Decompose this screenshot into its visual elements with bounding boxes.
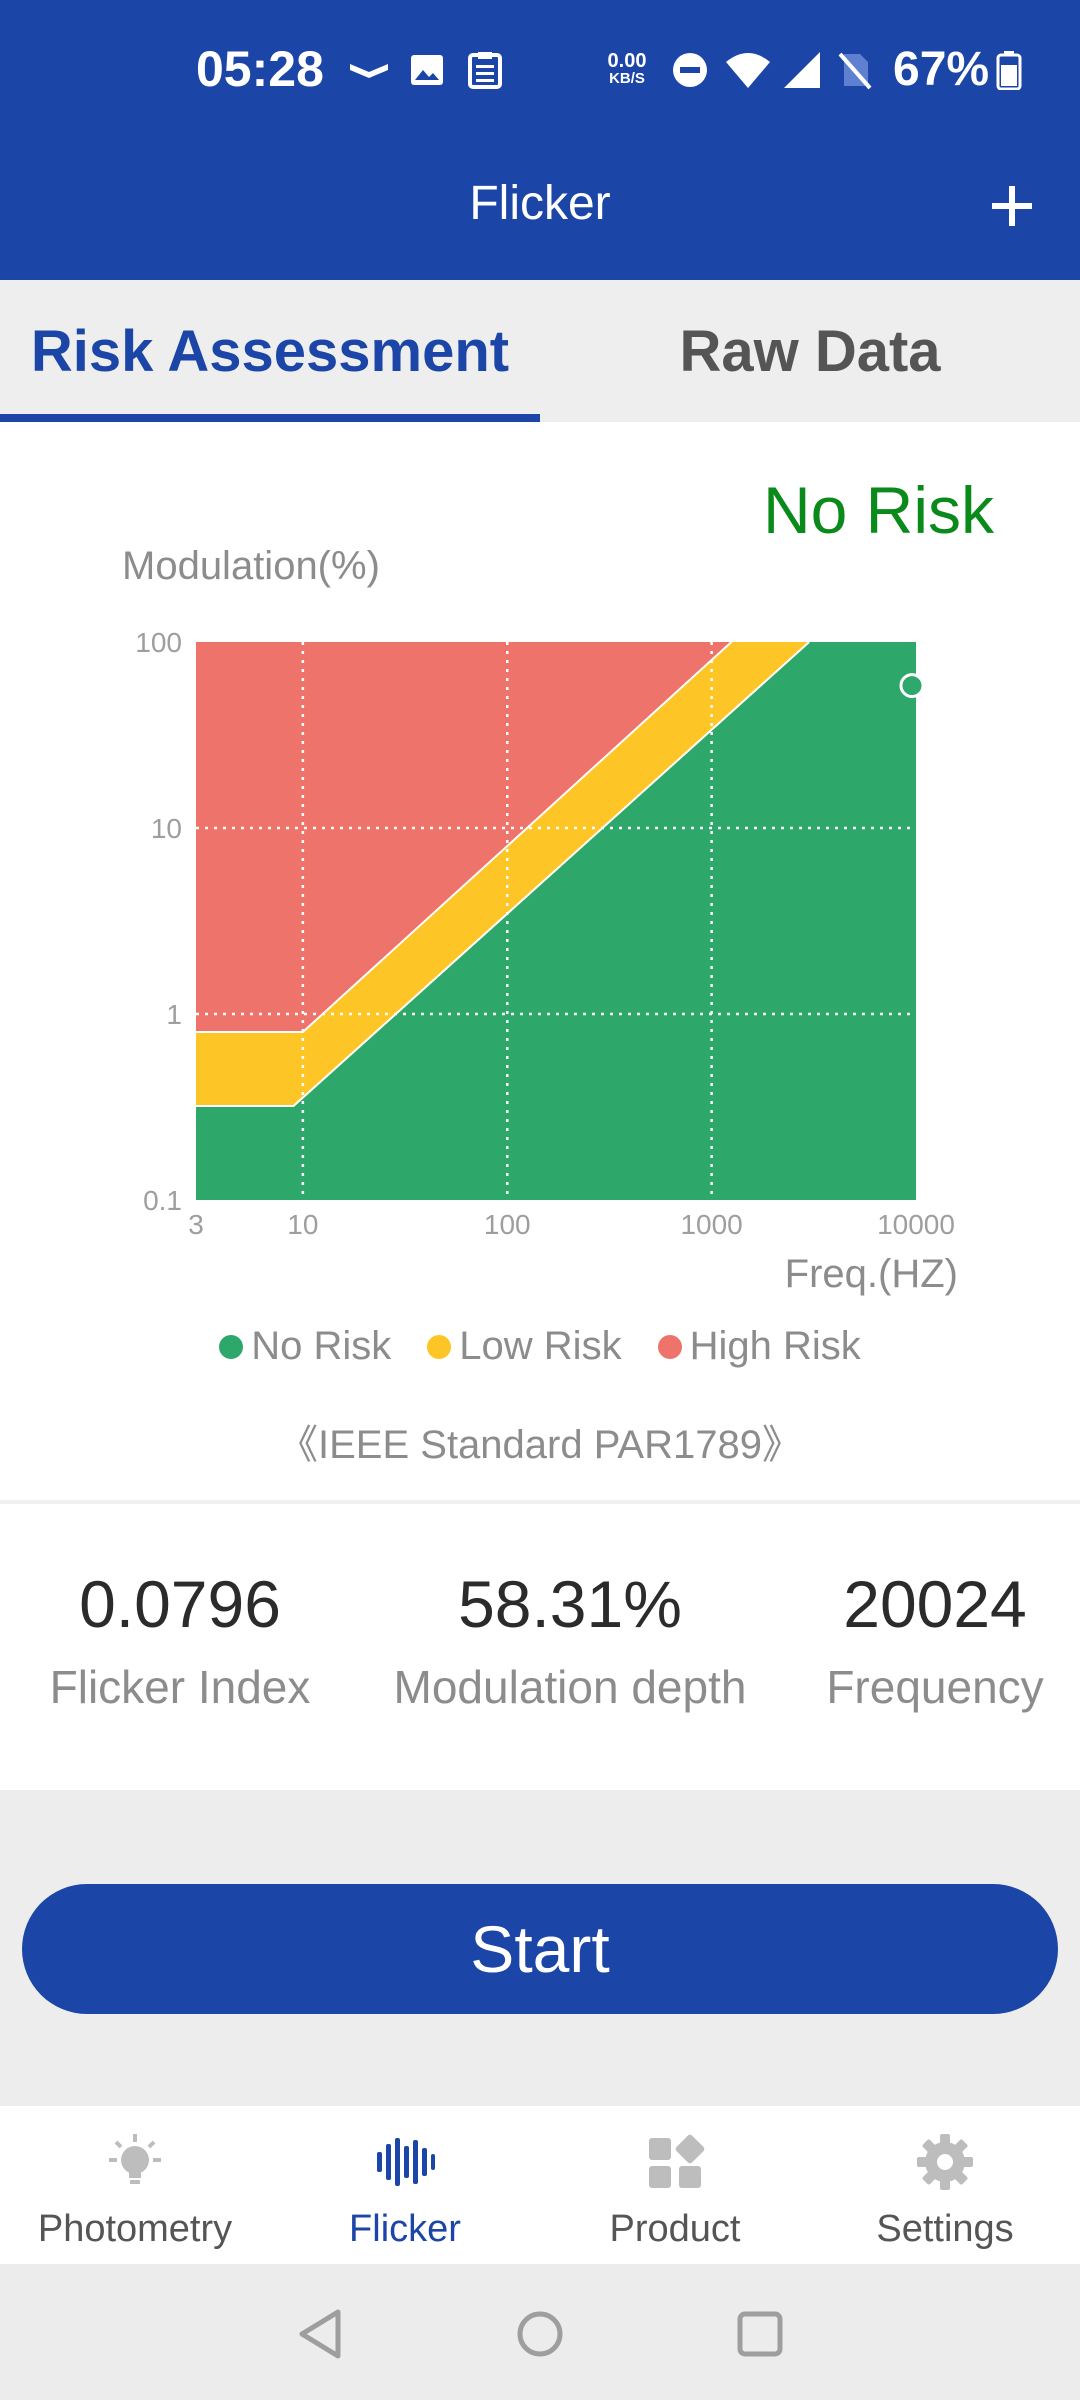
tab-risk-assessment[interactable]: Risk Assessment [30,318,510,384]
nav-item-photometry[interactable]: Photometry [0,2106,270,2264]
nav-label-photometry: Photometry [37,2208,233,2250]
recents-icon[interactable] [730,2304,790,2364]
wifi-icon [726,53,770,88]
y-tick-label: 0.1 [143,1185,182,1216]
battery-icon [996,51,1022,90]
nav-label-flicker: Flicker [349,2208,461,2250]
no-risk-boundary-line [196,641,810,1108]
gear-icon [917,2134,973,2190]
standard-reference: 《IEEE Standard PAR1789》 [278,1423,802,1467]
net-speed: 0.00 KB/S [602,50,652,88]
image-icon [411,55,443,85]
flicker-risk-chart: 3 10 100 1000 10000 100 10 1 0.1 [135,627,955,1240]
start-button[interactable]: Start [22,1884,1058,2014]
no-risk-region [196,642,916,1200]
page-title: Flicker [469,177,611,230]
bulb-icon [109,2134,161,2184]
section-divider [0,1500,1080,1504]
status-bar: 05:28 0.00 KB/S [0,0,1080,140]
metric-flicker-index: 0.0796 Flicker Index [20,1566,340,1714]
measurement-point [899,673,925,699]
metrics-panel: 0.0796 Flicker Index 58.31% Modulation d… [0,1504,1080,1790]
x-tick-label: 3 [188,1209,204,1240]
app-header: 05:28 0.00 KB/S [0,0,1080,280]
x-tick-label: 100 [484,1209,531,1240]
risk-chart-card: No Risk Modulation(%) 3 10 100 1000 10000 100… [0,422,1080,1500]
y-tick-label: 10 [151,813,182,844]
metric-label: Flicker Index [49,1661,311,1713]
nav-item-flicker[interactable]: Flicker [270,2106,540,2264]
legend-dot-low-risk [427,1334,452,1359]
risk-result-label: No Risk [762,473,994,547]
low-risk-boundary-line [196,641,733,1034]
x-tick-label: 10000 [877,1209,955,1240]
net-speed-value: 0.00 [607,50,647,72]
add-button[interactable] [976,170,1048,242]
nav-label-product: Product [609,2208,741,2250]
home-icon[interactable] [510,2304,570,2364]
waveform-icon [377,2138,435,2186]
legend-dot-no-risk [219,1334,244,1359]
signal-icon [784,52,820,88]
net-speed-unit: KB/S [609,70,645,87]
back-icon[interactable] [292,2304,352,2364]
battery-percent: 67% [893,43,990,96]
x-tick-label: 10 [287,1209,318,1240]
tab-indicator [0,414,540,422]
metric-modulation-depth: 58.31% Modulation depth [370,1566,770,1714]
legend-label-low-risk: Low Risk [459,1324,622,1368]
chart-y-axis-label: Modulation(%) [122,544,380,588]
metric-value: 58.31% [458,1567,682,1641]
legend-label-no-risk: No Risk [251,1324,392,1368]
metric-frequency: 20024 Frequency [800,1566,1070,1714]
plus-icon [992,186,1032,226]
legend-label-high-risk: High Risk [689,1324,861,1368]
metric-value: 20024 [843,1567,1027,1641]
y-tick-label: 1 [166,999,182,1030]
x-tick-label: 1000 [680,1209,742,1240]
y-tick-label: 100 [135,627,182,658]
legend-item-low-risk: Low Risk [427,1324,622,1369]
metric-label: Frequency [826,1661,1044,1713]
legend-dot-high-risk [657,1334,682,1359]
legend-item-no-risk: No Risk [219,1324,391,1369]
nav-item-settings[interactable]: Settings [810,2106,1080,2264]
legend-item-high-risk: High Risk [657,1324,861,1369]
status-time: 05:28 [196,41,324,97]
tab-raw-data[interactable]: Raw Data [679,318,941,384]
grid-icon [649,2134,705,2188]
cast-icon [350,64,388,78]
metric-label: Modulation depth [393,1661,747,1713]
nav-item-product[interactable]: Product [540,2106,810,2264]
no-sim-icon [838,52,872,90]
tab-bar: Risk Assessment Raw Data [0,280,1080,422]
chart-legend: No Risk Low Risk High Risk [0,1324,1080,1369]
clipboard-icon [468,52,502,89]
metric-value: 0.0796 [79,1567,281,1641]
system-nav-bar [0,2264,1080,2400]
bottom-nav: Photometry Flicker Product [0,2106,1080,2264]
dnd-icon [673,53,707,87]
nav-label-settings: Settings [876,2208,1014,2250]
chart-x-axis-label: Freq.(HZ) [784,1252,958,1296]
